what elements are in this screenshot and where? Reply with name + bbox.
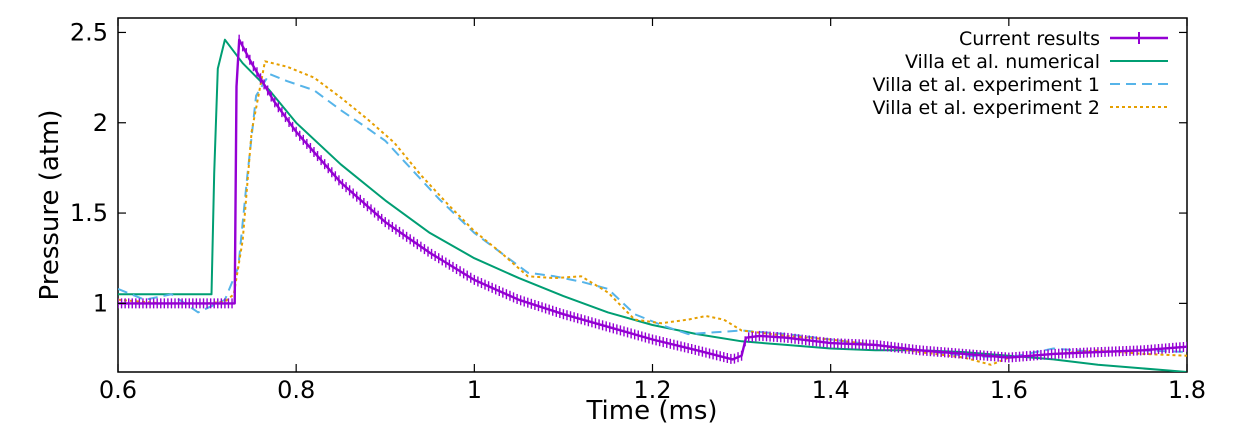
legend-label-3: Villa et al. experiment 2: [872, 97, 1100, 119]
series-layer: [118, 34, 1187, 372]
x-tick-label: 1.6: [990, 376, 1028, 404]
y-tick-label: 2: [93, 109, 108, 137]
x-tick-label: 1: [467, 376, 482, 404]
y-tick-label: 2.5: [70, 18, 108, 46]
axes-layer: 0.6 0.8 1 1.2 1.4 1.6 1.8 1 1.5 2 2.5: [70, 18, 1206, 404]
x-tick-label: 1.8: [1168, 376, 1206, 404]
legend-label-2: Villa et al. experiment 1: [872, 74, 1100, 96]
legend-label-0: Current results: [959, 28, 1100, 50]
series-line-1: [118, 38, 1187, 372]
series-line-3: [118, 60, 1187, 366]
x-axis-title: Time (ms): [585, 396, 717, 426]
y-tick-label: 1.5: [70, 199, 108, 227]
plot-area: [117, 17, 1188, 373]
y-axis-title: Pressure (atm): [35, 109, 65, 300]
series-line-0: [118, 38, 1187, 361]
x-tick-label: 0.6: [99, 376, 137, 404]
x-tick-label: 1.2: [633, 376, 671, 404]
x-tick-label: 1.4: [812, 376, 850, 404]
y-tick-label: 1: [93, 289, 108, 317]
legend-label-1: Villa et al. numerical: [905, 51, 1100, 73]
x-tick-label: 0.8: [277, 376, 315, 404]
